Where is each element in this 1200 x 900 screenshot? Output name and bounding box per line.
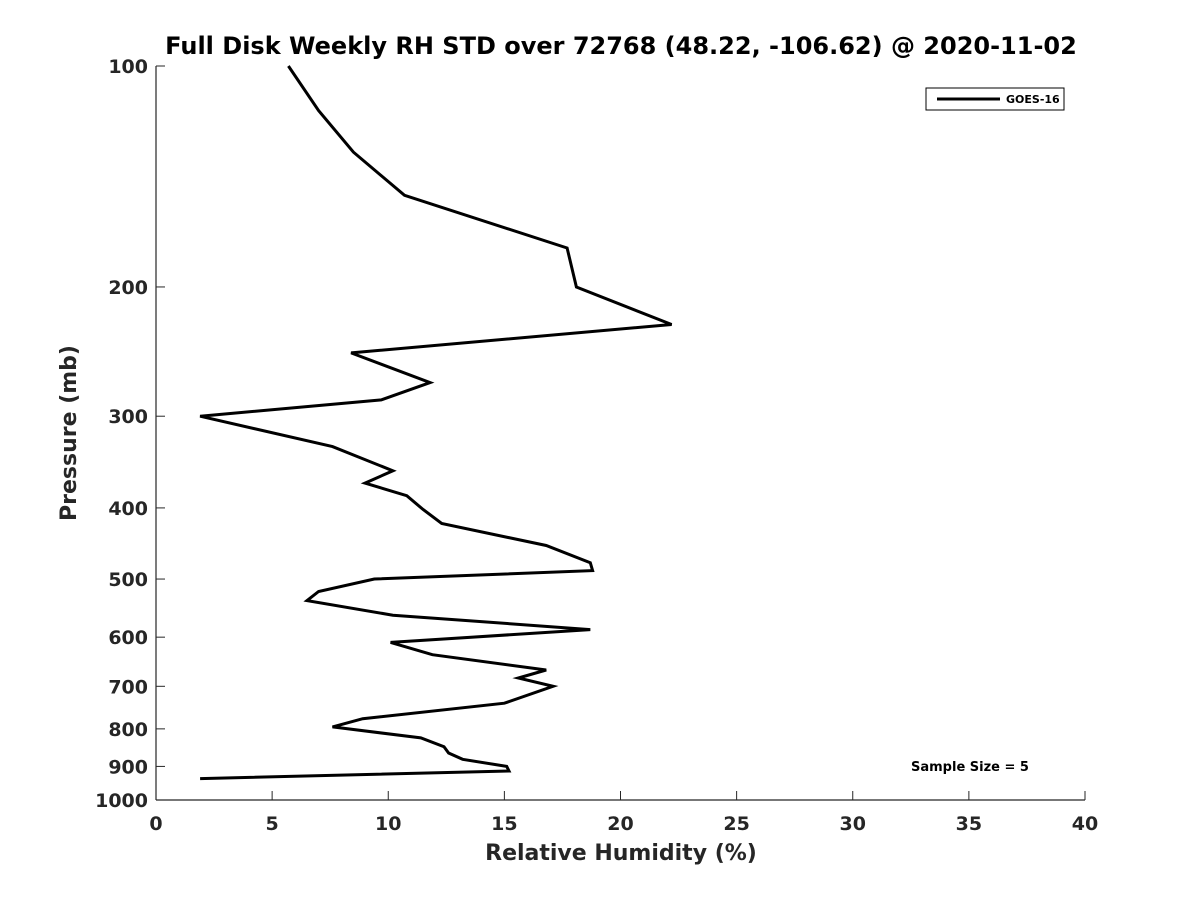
x-tick-label: 15 bbox=[491, 813, 517, 835]
y-tick-label: 400 bbox=[108, 498, 148, 520]
x-tick-label: 30 bbox=[840, 813, 866, 835]
x-tick-label: 35 bbox=[956, 813, 982, 835]
series-layer bbox=[199, 65, 673, 781]
y-tick-label: 700 bbox=[108, 676, 148, 698]
y-tick-label: 200 bbox=[108, 277, 148, 299]
y-tick-label: 800 bbox=[108, 719, 148, 741]
x-tick-label: 20 bbox=[607, 813, 633, 835]
series-line-goes-16 bbox=[199, 65, 673, 781]
y-tick-label: 900 bbox=[108, 756, 148, 778]
x-tick-label: 10 bbox=[375, 813, 401, 835]
x-tick-label: 40 bbox=[1072, 813, 1098, 835]
chart-title: Full Disk Weekly RH STD over 72768 (48.2… bbox=[165, 32, 1077, 60]
x-tick-label: 5 bbox=[266, 813, 279, 835]
y-tick-label: 1000 bbox=[95, 790, 148, 812]
y-axis-label: Pressure (mb) bbox=[57, 345, 82, 521]
plot-axes bbox=[155, 66, 1085, 801]
y-tick-label: 600 bbox=[108, 627, 148, 649]
x-tick-label: 0 bbox=[149, 813, 162, 835]
sample-size-annotation: Sample Size = 5 bbox=[911, 760, 1029, 775]
y-tick-label: 500 bbox=[108, 569, 148, 591]
axis-ticks: 0 5 10 15 20 25 30 35 40 100 200 300 400 500 600 700 800… bbox=[95, 56, 1098, 835]
x-axis-label: Relative Humidity (%) bbox=[485, 841, 757, 866]
x-tick-label: 25 bbox=[723, 813, 749, 835]
y-tick-label: 300 bbox=[108, 406, 148, 428]
legend-label-goes-16: GOES-16 bbox=[1006, 93, 1060, 106]
y-tick-label: 100 bbox=[108, 56, 148, 78]
legend: GOES-16 bbox=[925, 87, 1065, 111]
